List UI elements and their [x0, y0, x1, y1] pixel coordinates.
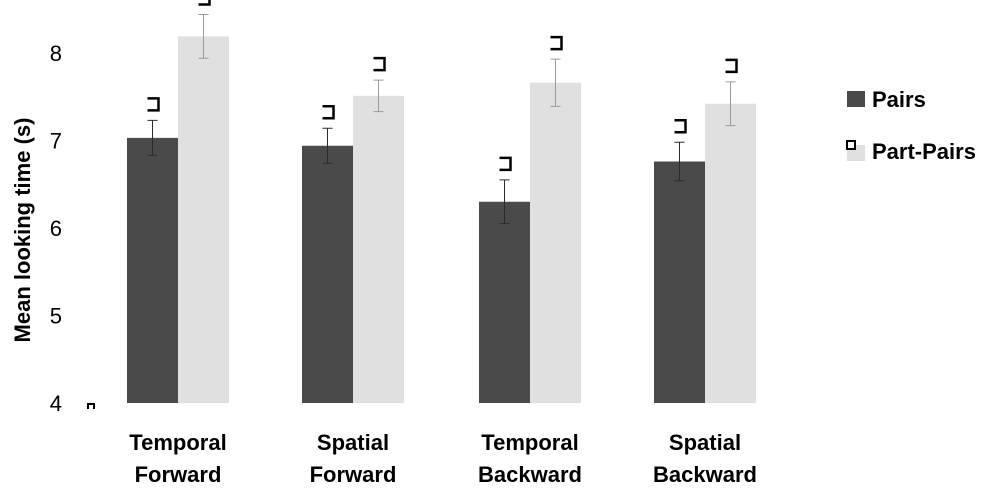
- significance-marker: [499, 156, 512, 172]
- x-category-label: Backward: [653, 462, 757, 487]
- x-category-label: Temporal: [129, 430, 226, 455]
- significance-marker: [147, 97, 160, 112]
- bar-pairs-3: [654, 161, 705, 403]
- y-tick-label: 8: [50, 41, 62, 66]
- origin-marker: [87, 403, 95, 409]
- bar-part-pairs-2: [530, 82, 581, 403]
- legend: Pairs Part-Pairs: [846, 87, 976, 164]
- bar-part-pairs-0: [178, 36, 229, 403]
- significance-marker: [550, 35, 563, 51]
- y-tick-label: 6: [50, 216, 62, 241]
- x-category-label: Forward: [135, 462, 222, 487]
- bars: [127, 36, 756, 403]
- legend-swatch-pairs: [847, 91, 865, 107]
- legend-label: Pairs: [872, 87, 926, 112]
- x-category-label: Spatial: [317, 430, 389, 455]
- error-bars: [147, 0, 738, 225]
- bar-pairs-2: [479, 201, 530, 403]
- y-tick-label: 5: [50, 304, 62, 329]
- legend-marker-icon: [846, 140, 856, 150]
- y-tick-label: 7: [50, 129, 62, 154]
- x-category-label: Spatial: [669, 430, 741, 455]
- bar-part-pairs-1: [353, 95, 404, 403]
- significance-marker: [674, 119, 687, 134]
- x-category-label: Forward: [310, 462, 397, 487]
- legend-label: Part-Pairs: [872, 139, 976, 164]
- bar-part-pairs-3: [705, 103, 756, 403]
- bar-pairs-1: [302, 145, 353, 403]
- y-axis-label: Mean looking time (s): [10, 118, 35, 343]
- significance-marker: [725, 58, 738, 74]
- significance-marker: [373, 56, 386, 72]
- x-axis-category-labels: Temporal Forward Spatial Forward Temporal Bac…: [129, 430, 757, 487]
- significance-marker: [198, 0, 211, 6]
- y-tick-label: 4: [50, 391, 62, 416]
- significance-marker: [322, 105, 335, 120]
- x-category-label: Backward: [478, 462, 582, 487]
- x-category-label: Temporal: [481, 430, 578, 455]
- bar-pairs-0: [127, 137, 178, 403]
- y-axis-ticks: 4 5 6 7 8: [50, 41, 95, 416]
